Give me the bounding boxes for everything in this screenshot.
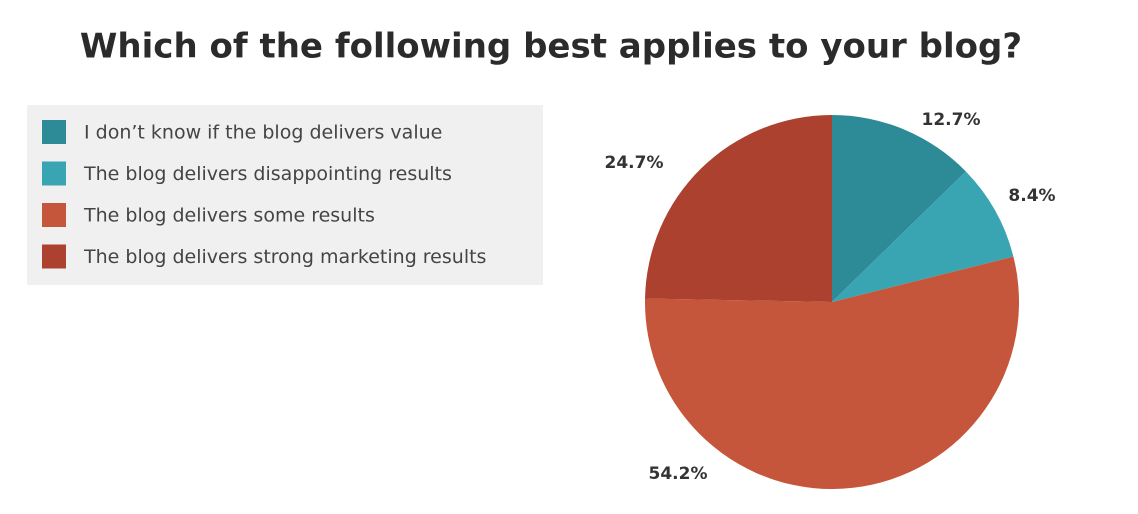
legend-label: I don’t know if the blog delivers value xyxy=(84,122,442,144)
pie-slice xyxy=(645,115,832,302)
value-label: 24.7% xyxy=(605,153,664,173)
value-label: 54.2% xyxy=(649,464,708,484)
pie-slice xyxy=(832,115,966,302)
legend-label: The blog delivers some results xyxy=(83,205,375,227)
pie-slice xyxy=(832,171,1014,302)
legend-swatch xyxy=(42,203,66,227)
legend-box xyxy=(27,105,543,285)
legend-label: The blog delivers disappointing results xyxy=(83,163,452,185)
value-label: 12.7% xyxy=(922,110,981,130)
value-label: 8.4% xyxy=(1008,186,1055,206)
legend-swatch xyxy=(42,120,66,144)
chart-title: Which of the following best applies to y… xyxy=(80,27,1022,67)
legend-swatch xyxy=(42,161,66,186)
legend-label: The blog delivers strong marketing resul… xyxy=(83,246,486,268)
pie-slice xyxy=(645,256,1019,489)
legend-swatch xyxy=(42,244,66,269)
